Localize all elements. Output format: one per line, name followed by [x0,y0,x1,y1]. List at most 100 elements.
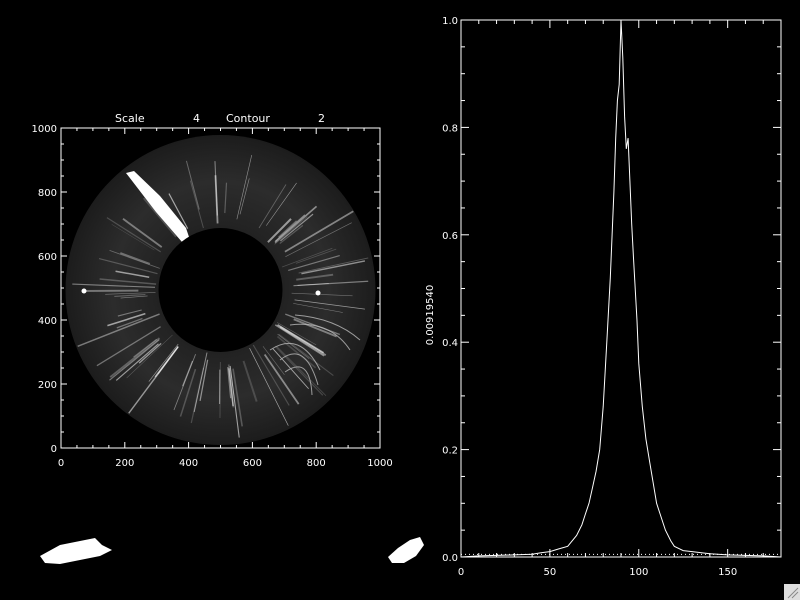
streamer-line [116,317,143,329]
x-tick-label: 150 [718,567,737,578]
y-tick-label: 0 [51,444,57,455]
image-plot: Scale 4 Contour 2 0 200 400 600 800 1000 0 200 4… [32,112,393,469]
line-plot-ticks: 0 50 100 150 0.0 0.2 0.4 0.6 0.8 1.0 [442,16,781,578]
streamer-line [122,218,163,248]
y-tick-label: 0.6 [442,231,458,242]
streamer-line [252,344,290,406]
streamer-line [276,335,317,369]
x-tick-label: 400 [179,458,198,469]
bright-dot-left [81,288,87,294]
streamer-line [266,182,297,226]
streamer-line [297,283,329,286]
streamer-line [117,309,142,317]
occulter-disk [158,228,283,352]
streamer-line [274,205,318,244]
streamer-line [105,292,156,295]
y-tick-label: 400 [38,316,57,327]
streamer-line [228,368,234,407]
streamer-line [193,352,208,413]
x-tick-label: 1000 [367,458,392,469]
streamer-line [72,283,156,288]
streamer-line [274,214,306,242]
line-plot: 0.00919540 0 50 100 150 0.0 0.2 0.4 0.6 0.8 1.0 [425,16,782,578]
streamer-line [168,193,189,229]
y-tick-label: 200 [38,380,57,391]
loop-structures [269,314,361,396]
y-tick-label: 0.2 [442,446,458,457]
x-tick-label: 50 [544,567,557,578]
bright-dot-right [315,290,321,296]
image-plot-ticks: 0 200 400 600 800 1000 0 200 400 600 800 1000 [32,124,393,469]
streamer-line [278,333,334,377]
streamer-line [242,360,258,402]
y-tick-label: 600 [38,252,57,263]
streamer-line [77,313,160,347]
streamer-line [293,280,369,287]
streamer-line [284,210,354,253]
streamer-line [109,339,160,381]
streamer-line [114,293,146,297]
streamer-line [274,324,325,357]
streamer-line [293,303,343,313]
title-scale-label: Scale [115,112,145,125]
title-scale-value: 4 [193,112,200,125]
resize-grip-icon[interactable] [784,584,800,600]
streamer-line [107,312,146,327]
streamer-line [142,197,177,238]
streamer-line [96,326,161,367]
streamer-line [214,161,218,216]
streamer-line [224,182,228,214]
streamer-line [277,324,325,354]
streamer-line [274,216,308,245]
y-tick-label: 0.8 [442,123,458,134]
streamer-line [239,178,250,215]
streamer-line [301,260,366,275]
title-contour-value: 2 [318,112,325,125]
streamer-line [298,257,369,274]
streamer-line [279,224,304,244]
y-tick-label: 800 [38,188,57,199]
streamer-line [277,322,317,346]
y-tick-label: 0.0 [442,553,458,564]
streamer-line [291,292,353,297]
streamer-line [126,334,173,379]
streamer-line [115,343,159,381]
streamer-line [109,250,160,269]
bright-streak [126,171,190,242]
streamer-line [232,368,243,427]
streamer-line [189,180,204,229]
streamer-line [190,367,205,424]
blob-right [388,537,424,563]
streamer-line [185,160,200,210]
streamer-line [179,368,197,417]
x-tick-label: 0 [58,458,64,469]
x-tick-label: 100 [629,567,648,578]
streamer-line [293,318,337,338]
y-tick-label: 0.4 [442,338,458,349]
streamer-line [263,353,300,405]
profile-series-line [460,19,782,558]
streamer-line [278,220,297,238]
y-tick-label: 1000 [32,124,57,135]
streamer-line [98,257,158,275]
streamer-line [99,278,157,285]
y-tick-label: 1.0 [442,16,458,27]
streamer-line [267,218,292,243]
streamer-line [295,248,337,264]
streamer-line [274,345,324,396]
streamer-line [120,295,148,299]
y-axis-label: 0.00919540 [425,285,436,345]
streamer-line [138,342,162,364]
streamer-line [227,367,232,399]
streamer-line [258,184,287,229]
streamer-line [294,299,365,310]
streamer-line [106,217,162,253]
streamer-line [111,224,155,251]
x-tick-label: 600 [243,458,262,469]
title-contour-label: Contour [226,112,270,125]
streamer-line [276,346,327,396]
streamer-line [182,360,193,387]
streamer-line [148,343,179,382]
streamer-line [236,154,253,220]
